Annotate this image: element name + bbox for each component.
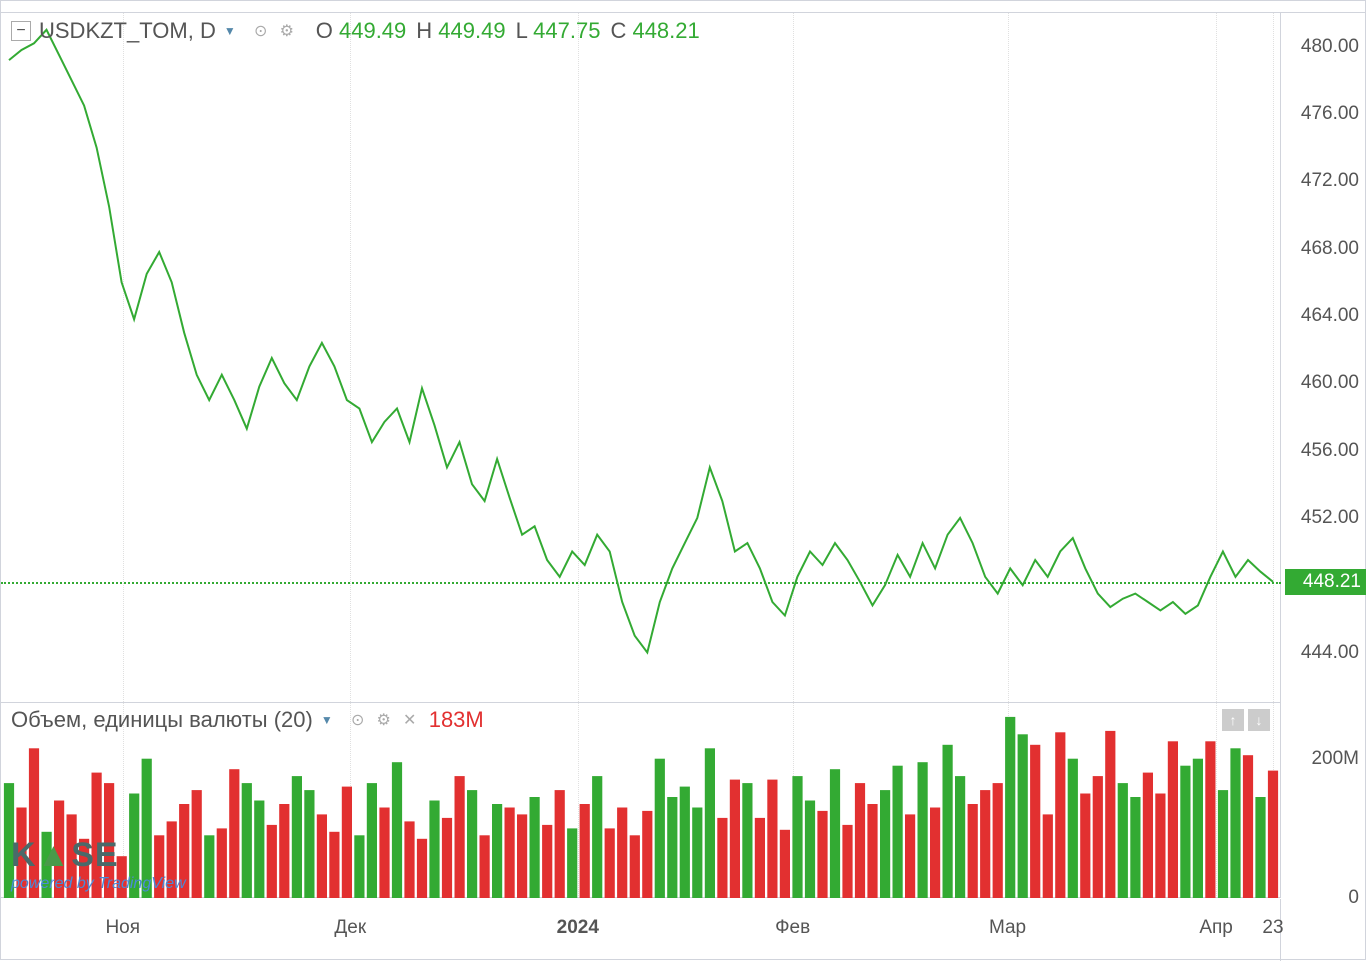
chart-header: − USDKZT_TOM, D ▼ ⊙ ⚙ O 449.49 H 449.49 … [11, 18, 700, 44]
y-tick: 480.00 [1301, 36, 1359, 58]
kase-logo: K▲SE powered by TradingView [11, 836, 186, 893]
y-axis[interactable]: 444.00448.00452.00456.00460.00464.00468.… [1281, 13, 1366, 898]
y-tick: 460.00 [1301, 372, 1359, 394]
x-tick: Ноя [105, 917, 140, 939]
x-tick: 2024 [557, 917, 599, 939]
ohlc-values: O 449.49 H 449.49 L 447.75 C 448.21 [316, 18, 700, 44]
chevron-down-icon[interactable]: ▼ [321, 713, 333, 727]
gear-icon[interactable]: ⚙ [373, 709, 395, 731]
chevron-down-icon[interactable]: ▼ [224, 24, 236, 38]
y-tick: 472.00 [1301, 170, 1359, 192]
volume-title: Объем, единицы валюты (20) [11, 707, 313, 733]
y-tick: 476.00 [1301, 103, 1359, 125]
volume-value: 183M [429, 707, 484, 733]
eye-icon[interactable]: ⊙ [347, 709, 369, 731]
y-tick: 0 [1348, 887, 1359, 909]
top-border [1, 1, 1365, 13]
current-price-line [1, 582, 1281, 584]
symbol-text: USDKZT_TOM [39, 18, 188, 43]
close-icon[interactable]: ✕ [399, 709, 421, 731]
y-tick: 456.00 [1301, 440, 1359, 462]
x-tick: 23 [1262, 917, 1283, 939]
y-tick: 444.00 [1301, 642, 1359, 664]
price-chart-svg [1, 13, 1281, 703]
eye-icon[interactable]: ⊙ [250, 20, 272, 42]
time-axis[interactable]: Ноя Дек 2024 Фев Мар Апр 23 [1, 899, 1281, 961]
current-price-badge: 448.21 [1285, 569, 1366, 595]
symbol-name[interactable]: USDKZT_TOM, D [39, 18, 216, 44]
trading-chart: − USDKZT_TOM, D ▼ ⊙ ⚙ O 449.49 H 449.49 … [0, 0, 1366, 960]
y-tick: 200M [1311, 748, 1359, 770]
volume-pane[interactable]: Объем, единицы валюты (20) ▼ ⊙ ⚙ ✕ 183M … [1, 703, 1281, 898]
interval-text: D [200, 18, 216, 43]
volume-header: Объем, единицы валюты (20) ▼ ⊙ ⚙ ✕ 183M [11, 707, 484, 733]
gear-icon[interactable]: ⚙ [276, 20, 298, 42]
price-pane[interactable]: − USDKZT_TOM, D ▼ ⊙ ⚙ O 449.49 H 449.49 … [1, 13, 1281, 703]
x-tick: Дек [334, 917, 366, 939]
collapse-icon[interactable]: − [11, 21, 31, 41]
x-tick: Мар [989, 917, 1026, 939]
y-tick: 452.00 [1301, 507, 1359, 529]
move-down-icon[interactable]: ↓ [1248, 709, 1270, 731]
move-up-icon[interactable]: ↑ [1222, 709, 1244, 731]
y-tick: 464.00 [1301, 305, 1359, 327]
x-tick: Апр [1199, 917, 1233, 939]
y-tick: 468.00 [1301, 238, 1359, 260]
x-tick: Фев [775, 917, 810, 939]
